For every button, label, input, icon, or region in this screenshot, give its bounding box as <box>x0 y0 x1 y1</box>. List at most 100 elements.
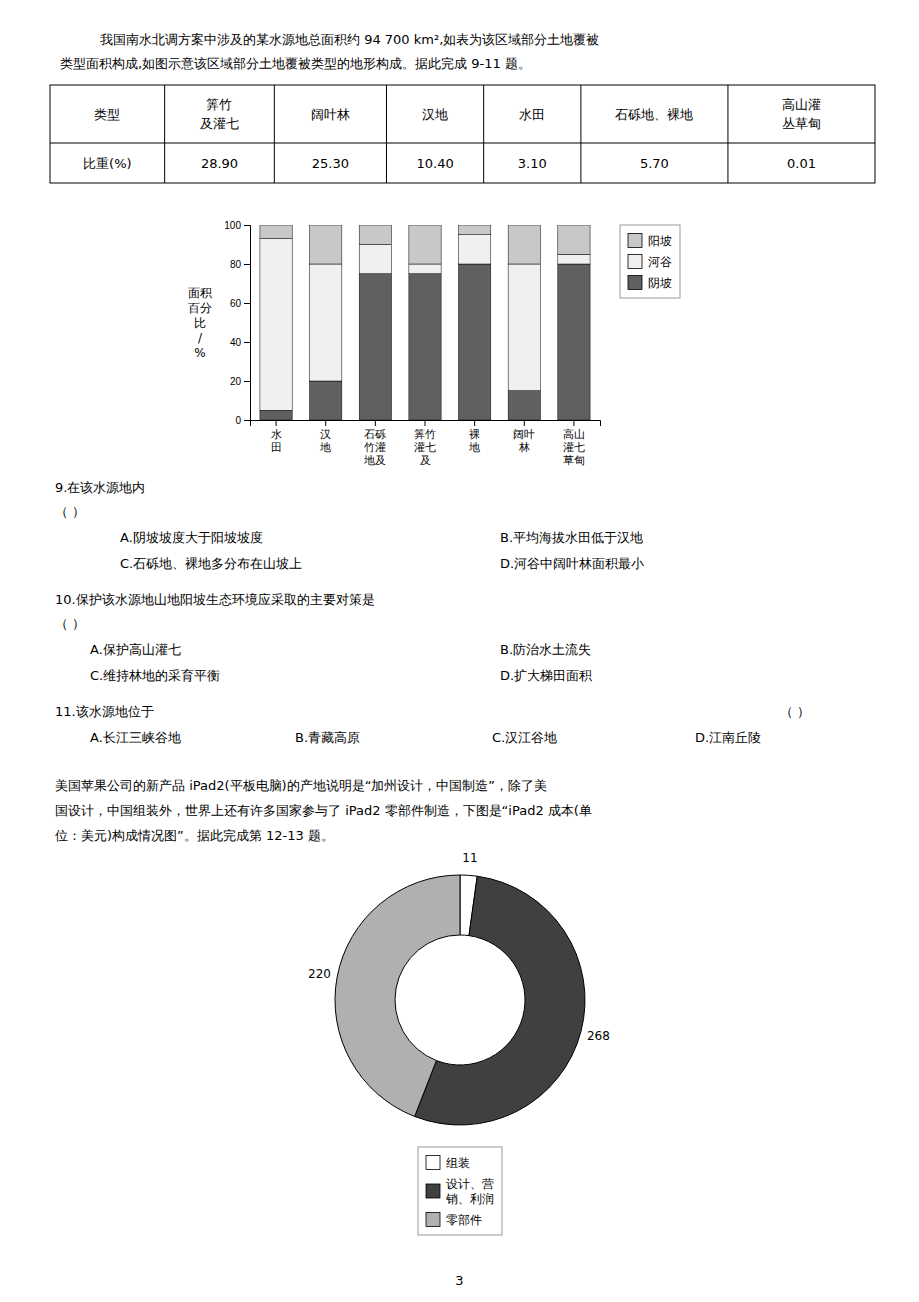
table-cell <box>581 143 728 183</box>
bar-segment <box>409 225 441 264</box>
x-axis: 水田汉地石砾竹灌地及筭竹灌七及裸地阔叶林高山灌七草甸 <box>251 420 601 466</box>
annotation: 位：美元)构成情况图”。据此完成第 12-13 题。 <box>55 828 334 843</box>
tick-mark <box>325 420 326 426</box>
pie-chart: 美国苹果公司的新产品 iPad2(平板电脑)的产地说明是“加州设计，中国制造”，… <box>55 778 610 1288</box>
tick: 筭竹灌七及 <box>414 420 436 466</box>
annotation: D.扩大梯田面积 <box>500 668 592 683</box>
table-col-line <box>483 85 484 183</box>
tick-mark <box>244 420 250 421</box>
annotation: 10.保护该水源地山地阳坡生态环境应采取的主要对策是 <box>55 592 375 607</box>
bar-segment <box>359 274 391 420</box>
tick-mark <box>524 420 525 426</box>
table-row-line <box>50 143 875 144</box>
bar-segment <box>260 239 292 411</box>
tick-label: 石砾竹灌地及 <box>363 428 386 466</box>
table-value: 3.10 <box>518 156 547 171</box>
table-col-line <box>580 85 581 183</box>
bar-segment <box>409 274 441 420</box>
bar-segment <box>558 225 590 254</box>
table-header: 类型 <box>94 107 120 122</box>
legend-swatch <box>628 276 642 290</box>
table-header: 石砾地、裸地 <box>615 107 693 122</box>
bar-segment <box>508 225 540 264</box>
annotation: （ ） <box>55 616 85 631</box>
bar-segment <box>359 245 391 274</box>
legend-frame <box>418 1147 502 1235</box>
legend-swatch <box>628 234 642 248</box>
tick-mark <box>244 342 250 343</box>
legend-label: 零部件 <box>446 1213 482 1227</box>
annotation: 11.该水源地位于 <box>55 704 154 719</box>
table-header: 水田 <box>519 107 545 122</box>
table-col-line <box>274 85 275 183</box>
annotation: D.江南丘陵 <box>695 730 761 745</box>
annotation: C.石砾地、裸地多分布在山坡上 <box>120 556 302 571</box>
table-header: 阔叶林 <box>311 107 350 122</box>
tick: 60 <box>230 298 250 309</box>
bar-segment <box>260 410 292 420</box>
legend-label: 设计、营销、利润 <box>445 1177 494 1206</box>
annotation: B.青藏高原 <box>295 730 360 745</box>
y-axis: 0 20 40 60 80 100 <box>224 220 250 426</box>
bar-segment <box>310 225 342 264</box>
tick-mark <box>375 420 376 426</box>
tick: 100 <box>224 220 250 231</box>
axis-line <box>251 421 601 427</box>
legend-label: 河谷 <box>648 255 672 269</box>
tick-mark <box>425 420 426 426</box>
tick-mark <box>244 225 250 226</box>
tick-mark <box>573 420 574 426</box>
table-header: 高山灌丛草甸 <box>782 97 821 131</box>
annotation: B.防治水土流失 <box>500 642 591 657</box>
table-cell <box>386 143 483 183</box>
tick: 汉地 <box>319 420 331 453</box>
bar-segment <box>508 264 540 391</box>
annotation: A.长江三峡谷地 <box>90 730 181 745</box>
table-row-label: 比重(%) <box>83 156 132 171</box>
bar-segment <box>310 264 342 381</box>
tick-label: 0 <box>235 415 241 426</box>
tick-label: 80 <box>230 259 242 270</box>
tick-mark <box>276 420 277 426</box>
tick-label: 20 <box>230 376 242 387</box>
legend-swatch <box>426 1184 440 1198</box>
tick-mark <box>244 264 250 265</box>
table-cell <box>165 143 275 183</box>
tick: 20 <box>230 376 250 387</box>
table-value: 28.90 <box>201 156 238 171</box>
background <box>0 0 919 1302</box>
tick-mark <box>244 381 250 382</box>
annotation: C.维持林地的采育平衡 <box>90 668 220 683</box>
bar-segment <box>409 264 441 274</box>
tick-mark <box>244 303 250 304</box>
table-cell <box>484 143 581 183</box>
tick-label: 汉地 <box>319 428 331 453</box>
tick-label: 40 <box>230 337 242 348</box>
annotation: A.保护高山灌七 <box>90 642 181 657</box>
bar-segment <box>459 235 491 264</box>
tick-label: 60 <box>230 298 242 309</box>
legend: 阳坡河谷阴坡 <box>620 225 680 298</box>
bar-segment <box>310 381 342 420</box>
tick: 0 <box>235 415 250 426</box>
legend: 组装设计、营销、利润零部件 <box>418 1147 502 1235</box>
legend-swatch <box>628 255 642 269</box>
bar-segment <box>359 225 391 245</box>
table-col-line <box>727 85 728 183</box>
slices <box>335 875 585 1125</box>
legend-label: 阳坡 <box>648 234 672 248</box>
legend-swatch <box>426 1156 440 1170</box>
tick-label: 裸地 <box>468 428 480 453</box>
annotation: 3 <box>455 1273 463 1288</box>
annotation: 国设计，中国组装外，世界上还有许多国家参与了 iPad2 零部件制造，下图是“i… <box>55 803 592 818</box>
annotation: A.阴坡坡度大于阳坡坡度 <box>120 530 263 545</box>
table-cell <box>274 143 386 183</box>
slice <box>335 875 460 1116</box>
table-col-line <box>164 85 165 183</box>
page: 我国南水北调方案中涉及的某水源地总面积约 94 700 km²,如表为该区域部分… <box>0 0 919 1302</box>
legend-swatch <box>426 1213 440 1227</box>
bar-segment <box>260 225 292 239</box>
bar-segment <box>508 391 540 420</box>
tick-mark <box>474 420 475 426</box>
bar-segment <box>558 264 590 420</box>
